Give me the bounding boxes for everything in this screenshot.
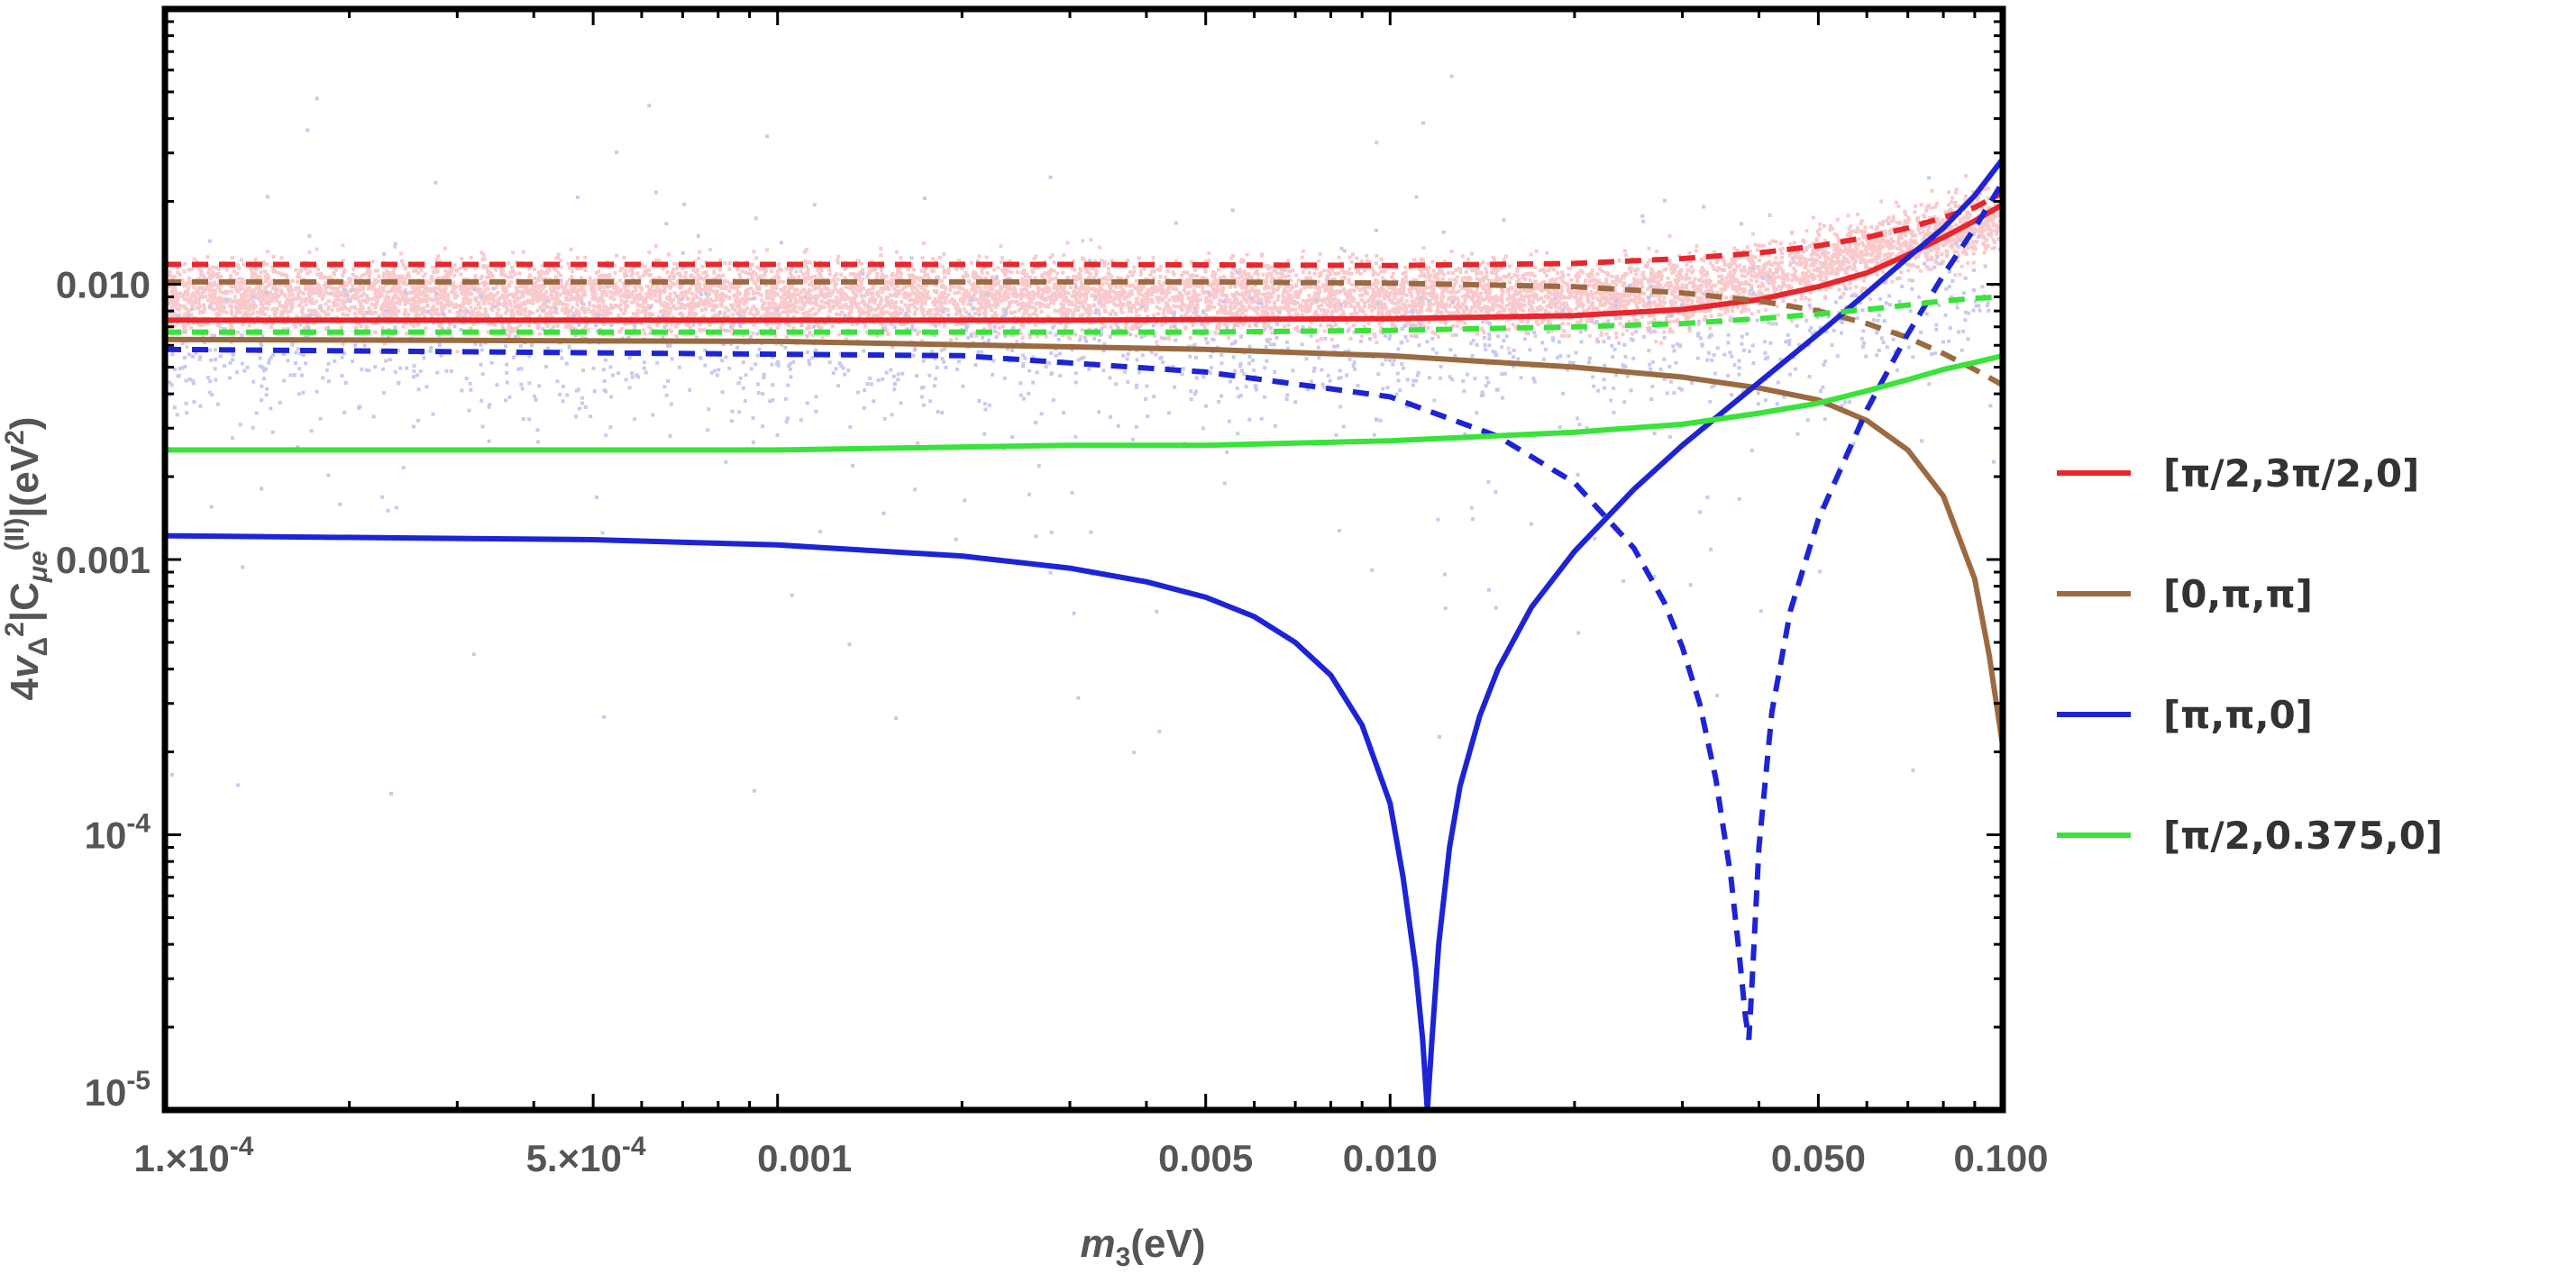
series-1-solid-line	[165, 202, 2005, 323]
series-3-solid-line	[164, 157, 2005, 1111]
series-4-dashed-line	[165, 294, 2004, 335]
legend-label: [π,π,0]	[2163, 693, 2313, 737]
y-label-end: )	[3, 417, 47, 431]
legend-label: [0,π,π]	[2163, 572, 2313, 616]
scatter-points-pink	[165, 174, 2006, 354]
series-3-dashed-line	[164, 180, 2005, 1041]
tick-labels: 1.×10-4 5.×10-4 0.001 0.005 0.010 0.050 0.100 0…	[56, 264, 2049, 1180]
y-label-v: v	[3, 654, 47, 678]
y-label-vsub: Δ	[23, 637, 53, 657]
y-label-csup: (II)	[0, 518, 30, 551]
legend-label: [π/2,0.375,0]	[2163, 814, 2443, 858]
y-label-post: |(eV	[3, 444, 48, 517]
x-tick-label: 0.010	[1343, 1137, 1438, 1179]
series-4-solid-line	[165, 352, 2004, 453]
axis-ticks	[163, 9, 2003, 1112]
x-axis-label: m3(eV)	[1081, 1222, 1206, 1272]
scatter-cloud	[165, 74, 2006, 796]
legend: [π/2,3π/2,0] [0,π,π] [π,π,0] [π/2,0.375,0]	[2057, 451, 2443, 858]
tick-marks	[163, 9, 2003, 1112]
plot-frame	[161, 5, 2006, 1114]
legend-label: [π/2,3π/2,0]	[2163, 451, 2419, 496]
y-tick-label: 10-5	[85, 1066, 151, 1114]
y-tick-label: 0.001	[56, 539, 151, 581]
x-tick-label: 0.050	[1771, 1137, 1866, 1179]
y-label-unitsup: 2	[0, 430, 30, 445]
y-label-pre: 4	[3, 678, 47, 700]
y-axis-label: 4vΔ2|Cμe(II)|(eV2)	[0, 417, 53, 701]
y-label-vsup: 2	[0, 622, 30, 637]
y-label-mid: |C	[3, 582, 48, 622]
x-tick-label: 0.100	[1953, 1137, 2048, 1179]
scatter-points-lavender	[166, 74, 2005, 796]
y-tick-label: 0.010	[56, 264, 151, 306]
y-label-csub: μe	[23, 551, 53, 583]
y-tick-label: 10-4	[85, 809, 151, 857]
x-tick-label: 5.×10-4	[526, 1132, 646, 1179]
x-tick-label: 0.001	[757, 1137, 852, 1179]
series-lines	[164, 157, 2005, 1111]
series-2-dashed-line	[165, 278, 2005, 388]
x-label-main: m	[1081, 1222, 1116, 1266]
x-label-rest: (eV)	[1130, 1222, 1205, 1266]
series-2-solid-line	[164, 336, 2005, 747]
x-tick-label: 1.×10-4	[134, 1132, 254, 1179]
x-label-sub: 3	[1116, 1242, 1131, 1272]
series-1-dashed-line	[165, 190, 2005, 268]
x-tick-label: 0.005	[1158, 1137, 1253, 1179]
